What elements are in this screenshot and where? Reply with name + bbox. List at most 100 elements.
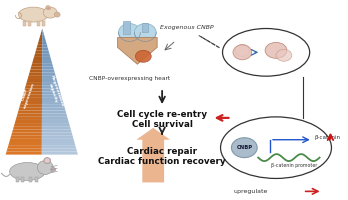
Bar <box>35 177 38 182</box>
Polygon shape <box>40 32 42 35</box>
Polygon shape <box>42 79 57 82</box>
Polygon shape <box>42 76 56 79</box>
Ellipse shape <box>231 138 257 158</box>
Ellipse shape <box>119 24 140 41</box>
Polygon shape <box>26 82 42 85</box>
Bar <box>37 21 40 26</box>
Bar <box>30 177 32 182</box>
Polygon shape <box>42 63 53 66</box>
Polygon shape <box>42 126 71 129</box>
Polygon shape <box>42 44 48 47</box>
Polygon shape <box>42 66 54 69</box>
Polygon shape <box>27 79 42 82</box>
Text: Cell survival: Cell survival <box>132 120 193 129</box>
Polygon shape <box>42 136 73 139</box>
Ellipse shape <box>233 45 252 60</box>
Bar <box>23 21 26 26</box>
Polygon shape <box>42 151 78 155</box>
Polygon shape <box>29 73 42 76</box>
Polygon shape <box>36 47 42 51</box>
Polygon shape <box>42 92 61 95</box>
Polygon shape <box>7 145 42 148</box>
Polygon shape <box>42 35 45 38</box>
Text: CNBP
expression: CNBP expression <box>19 81 36 109</box>
Polygon shape <box>14 123 42 126</box>
Ellipse shape <box>134 24 156 41</box>
Polygon shape <box>24 88 42 92</box>
Polygon shape <box>18 107 42 110</box>
Polygon shape <box>42 139 74 142</box>
Ellipse shape <box>18 7 48 22</box>
Polygon shape <box>118 37 157 64</box>
Text: Cardiac repair: Cardiac repair <box>127 147 197 156</box>
Polygon shape <box>13 126 42 129</box>
Ellipse shape <box>135 50 151 62</box>
Polygon shape <box>42 51 49 54</box>
Polygon shape <box>42 117 68 120</box>
Bar <box>16 177 18 182</box>
Polygon shape <box>42 145 76 148</box>
Polygon shape <box>8 142 42 145</box>
Ellipse shape <box>45 159 50 163</box>
Polygon shape <box>42 41 47 44</box>
Polygon shape <box>30 66 42 69</box>
Polygon shape <box>39 38 42 41</box>
Polygon shape <box>42 54 50 57</box>
Ellipse shape <box>276 49 292 61</box>
Polygon shape <box>12 129 42 133</box>
Bar <box>42 21 45 26</box>
Ellipse shape <box>10 163 45 180</box>
Polygon shape <box>32 60 42 63</box>
Polygon shape <box>42 85 59 88</box>
Polygon shape <box>19 104 42 107</box>
Ellipse shape <box>44 158 51 164</box>
Bar <box>22 177 24 182</box>
Polygon shape <box>21 98 42 101</box>
Polygon shape <box>38 41 42 44</box>
Polygon shape <box>41 28 42 32</box>
Bar <box>142 23 148 32</box>
Ellipse shape <box>54 12 60 17</box>
Text: Exogenous CNBP: Exogenous CNBP <box>160 25 214 30</box>
Polygon shape <box>15 120 42 123</box>
Polygon shape <box>42 47 48 51</box>
Polygon shape <box>17 114 42 117</box>
Ellipse shape <box>234 45 251 59</box>
Ellipse shape <box>37 161 53 174</box>
Text: CNBP-overexpressing heart: CNBP-overexpressing heart <box>89 76 170 81</box>
Bar <box>124 21 130 34</box>
Ellipse shape <box>46 6 51 10</box>
Polygon shape <box>7 148 42 151</box>
Polygon shape <box>22 95 42 98</box>
Polygon shape <box>34 54 42 57</box>
Polygon shape <box>42 104 65 107</box>
Text: Cardiac function recovery: Cardiac function recovery <box>98 157 226 166</box>
Polygon shape <box>35 51 42 54</box>
Ellipse shape <box>43 7 57 18</box>
Polygon shape <box>42 110 66 114</box>
Polygon shape <box>42 123 70 126</box>
Polygon shape <box>23 92 42 95</box>
Polygon shape <box>6 151 42 155</box>
Polygon shape <box>27 76 42 79</box>
Polygon shape <box>9 139 42 142</box>
Polygon shape <box>42 32 44 35</box>
Polygon shape <box>40 35 42 38</box>
Polygon shape <box>42 133 73 136</box>
Polygon shape <box>42 38 46 41</box>
Text: Cell cycle re-entry: Cell cycle re-entry <box>117 110 207 119</box>
Text: Regenerative
capacity: Regenerative capacity <box>46 75 65 109</box>
Polygon shape <box>42 114 67 117</box>
Polygon shape <box>10 136 42 139</box>
Polygon shape <box>30 69 42 73</box>
Polygon shape <box>42 142 75 145</box>
Polygon shape <box>16 117 42 120</box>
Polygon shape <box>42 95 62 98</box>
Polygon shape <box>42 101 64 104</box>
Text: upregulate: upregulate <box>234 189 268 194</box>
Ellipse shape <box>51 168 56 171</box>
Polygon shape <box>42 88 60 92</box>
Polygon shape <box>33 57 42 60</box>
Polygon shape <box>42 69 55 73</box>
Ellipse shape <box>47 7 50 9</box>
